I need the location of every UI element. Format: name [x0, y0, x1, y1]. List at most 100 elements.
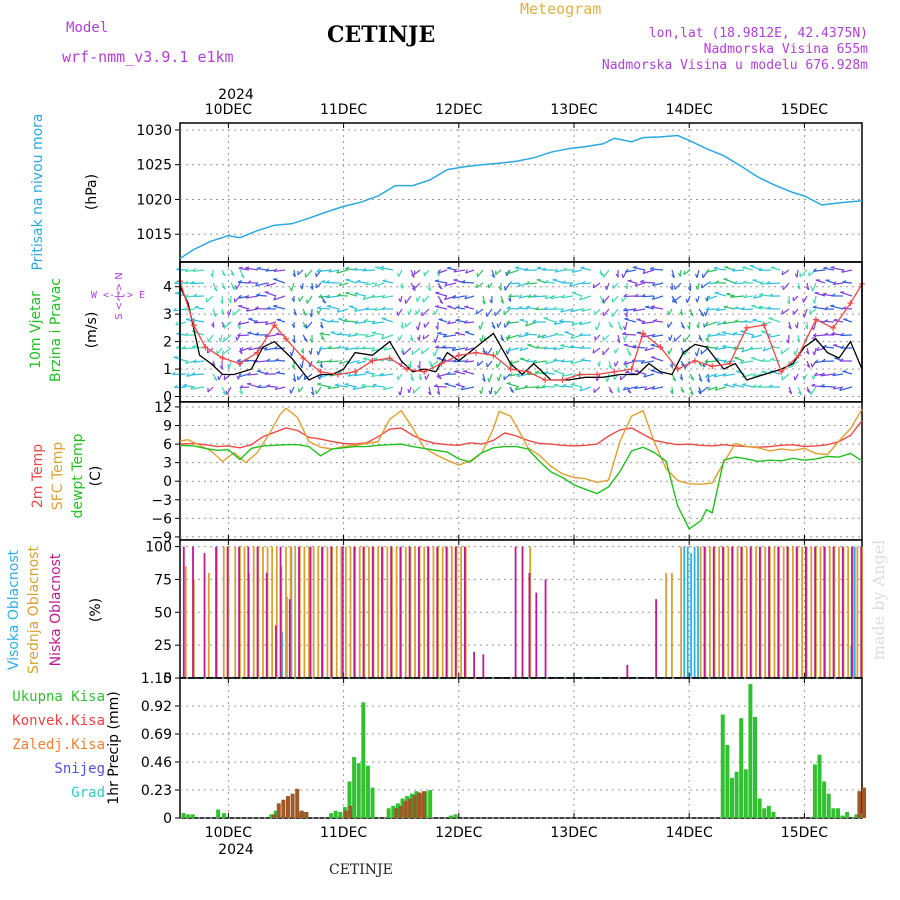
wind-arrow [707, 334, 718, 337]
wind-arrow [809, 308, 817, 315]
wind-arrow-head [328, 358, 333, 363]
wind-arrow-head [464, 295, 468, 300]
wind-arrow-head [317, 375, 321, 380]
wind-arrow-head [238, 266, 243, 269]
wind-arrow [486, 308, 493, 317]
wind-arrow [494, 386, 502, 395]
wind-arrow-head [840, 332, 845, 336]
wind-arrow-head [316, 351, 319, 356]
wind-arrow-head [308, 363, 311, 368]
temp-ytick-label: −3 [151, 493, 172, 509]
wind-arrow-head [437, 269, 441, 274]
wind-arrow-head [553, 346, 557, 351]
precip-total-bar [347, 781, 352, 818]
precip-ytick-label: 0.92 [141, 699, 172, 715]
wind-arrow-head [786, 339, 790, 344]
wind-arrow-head [424, 375, 427, 380]
wind-arrow [625, 371, 637, 375]
wind-arrow-head [219, 365, 223, 370]
precip-total-bar [186, 814, 191, 818]
wind-arrow-head [722, 344, 727, 348]
wind-arrow [379, 266, 394, 271]
wind-arrow-head [730, 294, 734, 298]
wind-arrow-head [438, 286, 443, 290]
wind-arrow-head [373, 357, 378, 360]
precip-total-bar [370, 787, 375, 818]
precip-total-bar [822, 781, 827, 818]
wind-arrow-head [707, 280, 712, 285]
wind-arrow-head [602, 273, 605, 278]
day-label-bottom: 12DEC [435, 825, 482, 841]
wind-arrow [650, 356, 664, 362]
wind-arrow-head [743, 319, 748, 323]
wind-arrow-head [192, 268, 197, 272]
wind-arrow [761, 371, 772, 375]
wind-arrow [823, 267, 835, 271]
wind-gust-marker [674, 366, 681, 373]
wind-arrow-head [561, 280, 566, 284]
wind-arrow-head [236, 358, 241, 362]
wind-arrow [382, 295, 394, 299]
wind-arrow-head [318, 346, 323, 350]
wind-arrow-head [383, 346, 387, 351]
wind-arrow-head [561, 294, 566, 299]
wind-arrow [338, 333, 349, 336]
wind-arrow-head [417, 364, 421, 370]
wind-arrow-head [830, 304, 835, 307]
wind-arrow-head [687, 325, 690, 330]
wind-arrow-head [622, 336, 626, 341]
wind-arrow [337, 294, 349, 297]
wind-arrow-head [345, 291, 350, 294]
wind-arrow [830, 305, 844, 310]
wind-arrow-head [353, 267, 358, 271]
wind-arrow [316, 360, 331, 364]
wind-arrow [640, 360, 655, 364]
wind-arrow-head [398, 391, 401, 396]
wind-arrow-head [570, 308, 574, 313]
wind-arrow-head [316, 359, 321, 364]
wind-gust-marker [812, 316, 819, 323]
wind-arrow-head [319, 331, 324, 335]
wind-arrow-head [518, 294, 523, 299]
wind-arrow [733, 333, 745, 336]
wind-arrow-head [579, 332, 584, 336]
wind-arrow-head [525, 305, 531, 309]
wind-gust-marker [403, 366, 410, 373]
precip-frozen-bar [276, 803, 281, 818]
wind-arrow-head [707, 386, 711, 391]
wind-arrow [524, 386, 538, 389]
wind-arrow-head [769, 293, 774, 297]
wind-arrow-head [436, 373, 440, 378]
wind-arrow-head [336, 269, 340, 274]
wind-arrow [190, 282, 205, 285]
wind-arrow-head [186, 372, 190, 377]
wind-arrow-head [802, 313, 805, 318]
wind-arrow-head [570, 360, 574, 364]
wind-gust-marker [507, 366, 514, 373]
wind-arrow-head [190, 280, 195, 285]
wind-arrow [713, 267, 727, 271]
wind-arrow-head [446, 320, 451, 325]
wind-arrow-head [707, 295, 711, 300]
wind-arrow [238, 305, 250, 310]
wind-gust-marker [421, 368, 428, 375]
wind-arrow-head [524, 267, 529, 271]
wind-arrow [674, 282, 682, 290]
wind-arrow-head [743, 294, 748, 298]
wind-arrow [562, 385, 574, 388]
precip-frozen-bar [412, 794, 417, 818]
precip-total-bar [840, 815, 845, 818]
wind-arrow [740, 330, 754, 336]
wind-arrow [696, 269, 700, 278]
day-label-bottom: 10DEC [205, 825, 252, 841]
wind-arrow-head [550, 295, 554, 300]
wind-arrow-head [831, 331, 836, 335]
temp-ylabel-2m: 2m Temp [30, 444, 46, 508]
precip-ytick-label: 0 [163, 811, 172, 827]
temp-units: (C) [88, 466, 104, 487]
wind-arrow-head [640, 359, 645, 364]
wind-arrow-head [822, 344, 827, 348]
wind-arrow [768, 317, 781, 323]
wind-arrow [518, 307, 529, 310]
